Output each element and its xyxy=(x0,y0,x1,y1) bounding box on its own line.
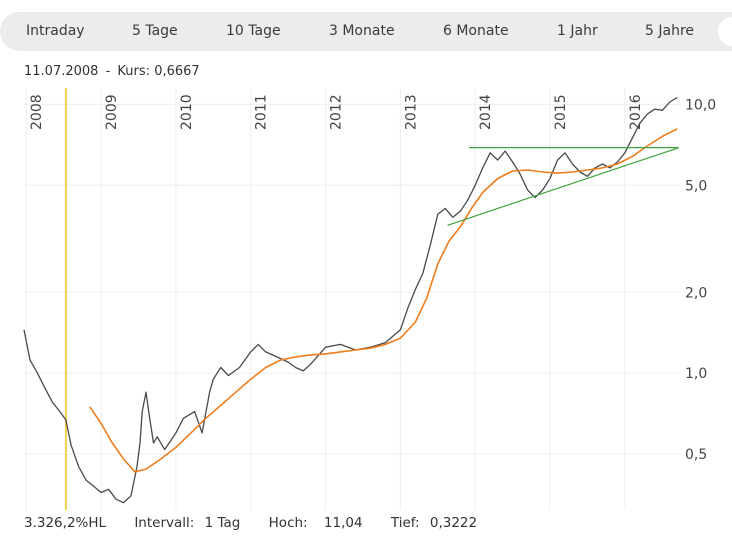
y-tick-label: 2,0 xyxy=(685,285,707,301)
tab-3-monate[interactable]: 3 Monate xyxy=(329,23,395,39)
hover-price-label: Kurs: xyxy=(117,64,151,79)
range-tabs: Intraday 5 Tage 10 Tage 3 Monate 6 Monat… xyxy=(0,12,732,51)
tab-10-tage[interactable]: 10 Tage xyxy=(226,23,281,39)
low-value: 0,3222 xyxy=(429,515,478,531)
performance-value: 3.326,2%HL xyxy=(24,515,107,531)
x-tick-label: 2015 xyxy=(553,94,569,130)
chart-footer: 3.326,2%HL Intervall: 1 Tag Hoch: 11,04 … xyxy=(24,515,483,531)
chart-grid xyxy=(24,88,681,510)
y-tick-label: 10,0 xyxy=(685,97,716,113)
hover-price-value: 0,6667 xyxy=(154,64,200,79)
tab-5-jahre[interactable]: 5 Jahre xyxy=(645,23,694,39)
x-tick-label: 2009 xyxy=(104,94,120,130)
x-tick-label: 2016 xyxy=(628,94,644,130)
y-tick-label: 1,0 xyxy=(685,366,707,382)
x-tick-label: 2010 xyxy=(179,94,195,130)
interval-label: Intervall: xyxy=(134,515,195,531)
y-tick-label: 0,5 xyxy=(685,447,707,463)
tab-5-tage[interactable]: 5 Tage xyxy=(132,23,178,39)
x-tick-label: 2008 xyxy=(29,94,45,130)
y-axis-labels: 10,0 5,0 2,0 1,0 0,5 xyxy=(685,97,716,463)
x-tick-label: 2011 xyxy=(254,94,270,130)
hover-info: 11.07.2008 - Kurs: 0,6667 xyxy=(24,64,200,79)
high-value: 11,04 xyxy=(323,515,363,531)
x-tick-label: 2013 xyxy=(403,94,419,130)
interval-value: 1 Tag xyxy=(204,515,241,531)
moving-average-line xyxy=(89,128,678,473)
x-tick-label: 2012 xyxy=(329,94,345,130)
y-tick-label: 5,0 xyxy=(685,178,707,194)
x-tick-label: 2014 xyxy=(478,94,494,130)
low-label: Tief: xyxy=(390,515,420,531)
x-axis-labels: 2008 2009 2010 2011 2012 2013 2014 2015 2016 xyxy=(29,94,644,130)
tab-6-monate[interactable]: 6 Monate xyxy=(443,23,509,39)
tab-scroll-edge xyxy=(718,17,732,46)
trendlines xyxy=(447,147,679,226)
chart-series xyxy=(23,96,678,504)
high-label: Hoch: xyxy=(268,515,308,531)
tab-intraday[interactable]: Intraday xyxy=(26,23,85,39)
hover-separator: - xyxy=(105,64,111,79)
price-line xyxy=(23,96,678,504)
trendline xyxy=(447,147,679,226)
hover-date: 11.07.2008 xyxy=(24,64,99,79)
tab-1-jahr[interactable]: 1 Jahr xyxy=(557,23,598,39)
